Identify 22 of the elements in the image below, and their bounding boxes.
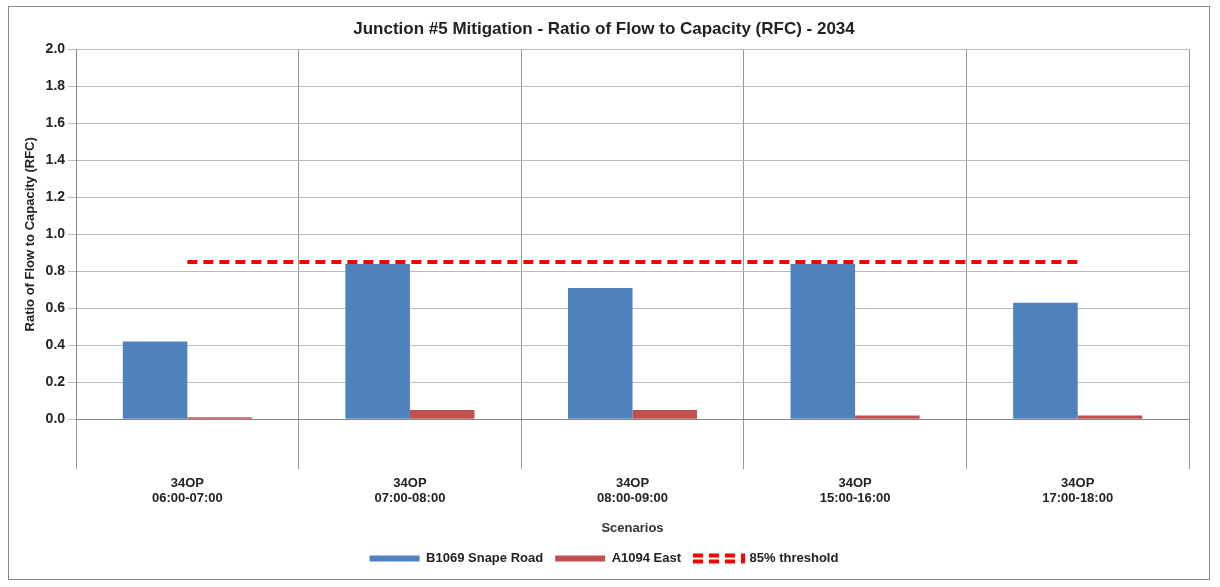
y-tick-label: 0.4 <box>45 336 66 353</box>
y-tick-label: 0.2 <box>45 373 66 390</box>
y-tick-label: 1.8 <box>45 77 66 94</box>
y-tick-label: 2.0 <box>45 40 66 57</box>
y-tick-label: 0.0 <box>45 410 66 427</box>
y-tick-label: 0.8 <box>45 262 66 279</box>
x-axis-title: Scenarios <box>601 519 664 535</box>
chart-title: Junction #5 Mitigation - Ratio of Flow to Capacity (RFC) - 2034 <box>353 18 856 38</box>
y-tick-label: 1.4 <box>45 151 66 168</box>
y-tick-label: 0.6 <box>45 299 66 316</box>
x-tick-label: 34OP 06:00-07:00 <box>151 474 223 506</box>
y-tick-label: 1.6 <box>45 114 66 131</box>
legend-label: B1069 Snape Road <box>426 550 544 566</box>
x-tick-label: 34OP 07:00-08:00 <box>374 474 446 506</box>
y-tick-label: 1.0 <box>45 225 66 242</box>
y-tick-label: 1.2 <box>45 188 66 205</box>
legend-label: A1094 East <box>611 550 682 566</box>
x-tick-label: 34OP 17:00-18:00 <box>1042 474 1114 506</box>
x-tick-label: 34OP 15:00-16:00 <box>819 474 891 506</box>
x-tick-label: 34OP 08:00-09:00 <box>597 474 668 506</box>
legend-label: 85% threshold <box>749 550 839 566</box>
y-axis-title: Ratio of Flow to Capacity (RFC) <box>22 137 38 332</box>
